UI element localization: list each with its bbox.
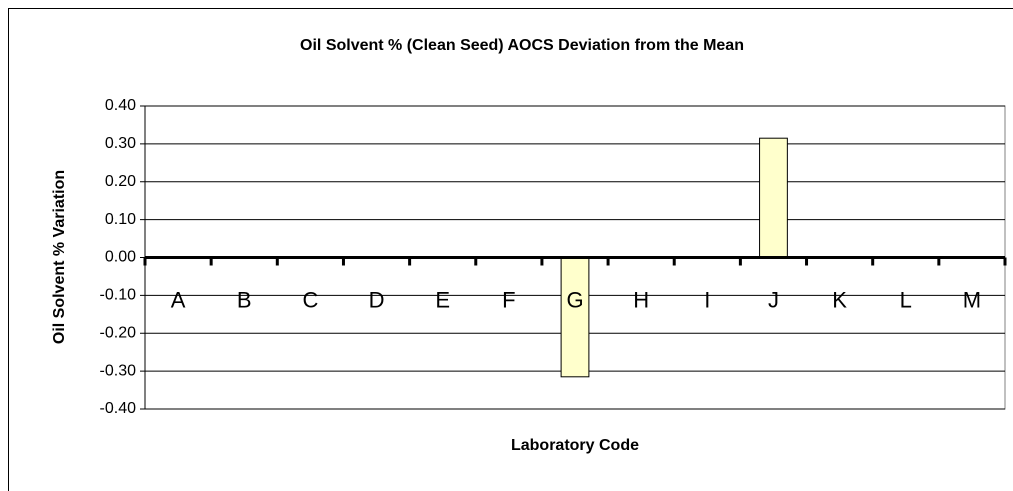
x-axis-label: Laboratory Code: [511, 437, 639, 454]
y-tick-label: -0.40: [100, 400, 137, 417]
chart-title: Oil Solvent % (Clean Seed) AOCS Deviatio…: [300, 37, 744, 54]
x-tick-label: L: [900, 287, 912, 312]
x-tick-label: I: [704, 287, 710, 312]
x-tick-label: A: [171, 287, 186, 312]
y-tick-label: 0.30: [105, 135, 136, 152]
x-tick-label: C: [302, 287, 318, 312]
y-tick-label: 0.20: [105, 173, 136, 190]
x-tick-label: B: [237, 287, 252, 312]
y-tick-label: 0.10: [105, 211, 136, 228]
y-tick-label: 0.40: [105, 97, 136, 114]
y-axis-label: Oil Solvent % Variation: [51, 170, 68, 344]
x-tick-label: D: [369, 287, 385, 312]
x-tick-label: F: [502, 287, 515, 312]
x-tick-label: J: [768, 287, 779, 312]
y-tick-label: -0.10: [100, 287, 137, 304]
bar: [560, 257, 590, 378]
y-tick-label: 0.00: [105, 249, 136, 266]
y-tick-label: -0.20: [100, 324, 137, 341]
bar: [759, 137, 788, 259]
x-tick-label: M: [963, 287, 981, 312]
x-tick-label: G: [566, 287, 583, 312]
x-tick-label: E: [435, 287, 450, 312]
y-tick-label: -0.30: [100, 362, 137, 379]
x-tick-label: H: [633, 287, 649, 312]
x-tick-label: K: [832, 287, 847, 312]
